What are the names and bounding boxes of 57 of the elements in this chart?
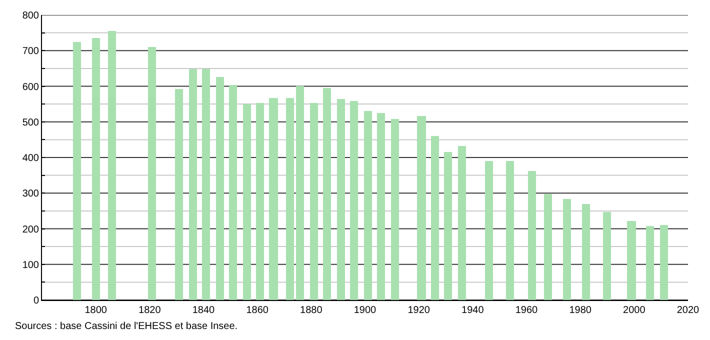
bar [364,111,372,300]
bar [563,199,571,300]
bar [229,85,237,300]
bar [444,152,452,300]
x-tick-label: 1820 [138,305,162,316]
x-tick-label: 1860 [246,305,269,316]
bar [243,104,251,300]
x-tick-label: 1900 [354,305,377,316]
bar [108,31,116,300]
bar [92,38,100,300]
bar [506,161,514,300]
bar [485,161,493,300]
y-tick-label: 0 [33,296,40,306]
bar [323,88,331,300]
bar [296,86,304,300]
bar [627,221,636,300]
y-tick-label: 700 [22,46,40,58]
x-tick-label: 1840 [192,305,216,316]
bar [528,171,536,300]
bar [175,89,183,300]
bar [269,98,278,300]
x-tick-label: 1920 [408,305,430,316]
bar [603,212,611,300]
bar [458,146,466,300]
source-note: Sources : base Cassini de l'EHESS et base Insee. [15,321,238,332]
bar [148,47,156,300]
x-tick-label: 1960 [515,305,538,316]
bar [544,194,552,300]
bar [73,42,81,300]
y-tick-label: 600 [22,82,40,93]
x-tick-label: 2020 [676,305,700,316]
bar [582,204,590,300]
bar [216,77,224,300]
x-tick-label: 1800 [84,305,108,316]
bar [286,98,294,300]
bar [189,69,197,300]
x-tick-label: 1880 [300,305,323,316]
bar [337,99,345,300]
bar [377,113,385,300]
bar [350,101,358,300]
y-tick-label: 400 [22,153,40,164]
y-tick-label: 200 [22,224,40,236]
bar [431,136,439,300]
y-tick-label: 300 [22,188,40,200]
bar [646,226,654,300]
bar [417,116,426,300]
y-tick-label: 800 [22,10,40,22]
x-tick-label: 2000 [623,305,646,316]
x-tick-label: 1940 [462,305,484,316]
bar [660,225,668,300]
bar [310,103,318,300]
y-tick-label: 500 [22,117,40,128]
y-tick-label: 100 [22,260,40,271]
bar [256,103,264,300]
bar [391,119,399,300]
bar [202,69,210,300]
x-tick-label: 1980 [569,305,592,316]
